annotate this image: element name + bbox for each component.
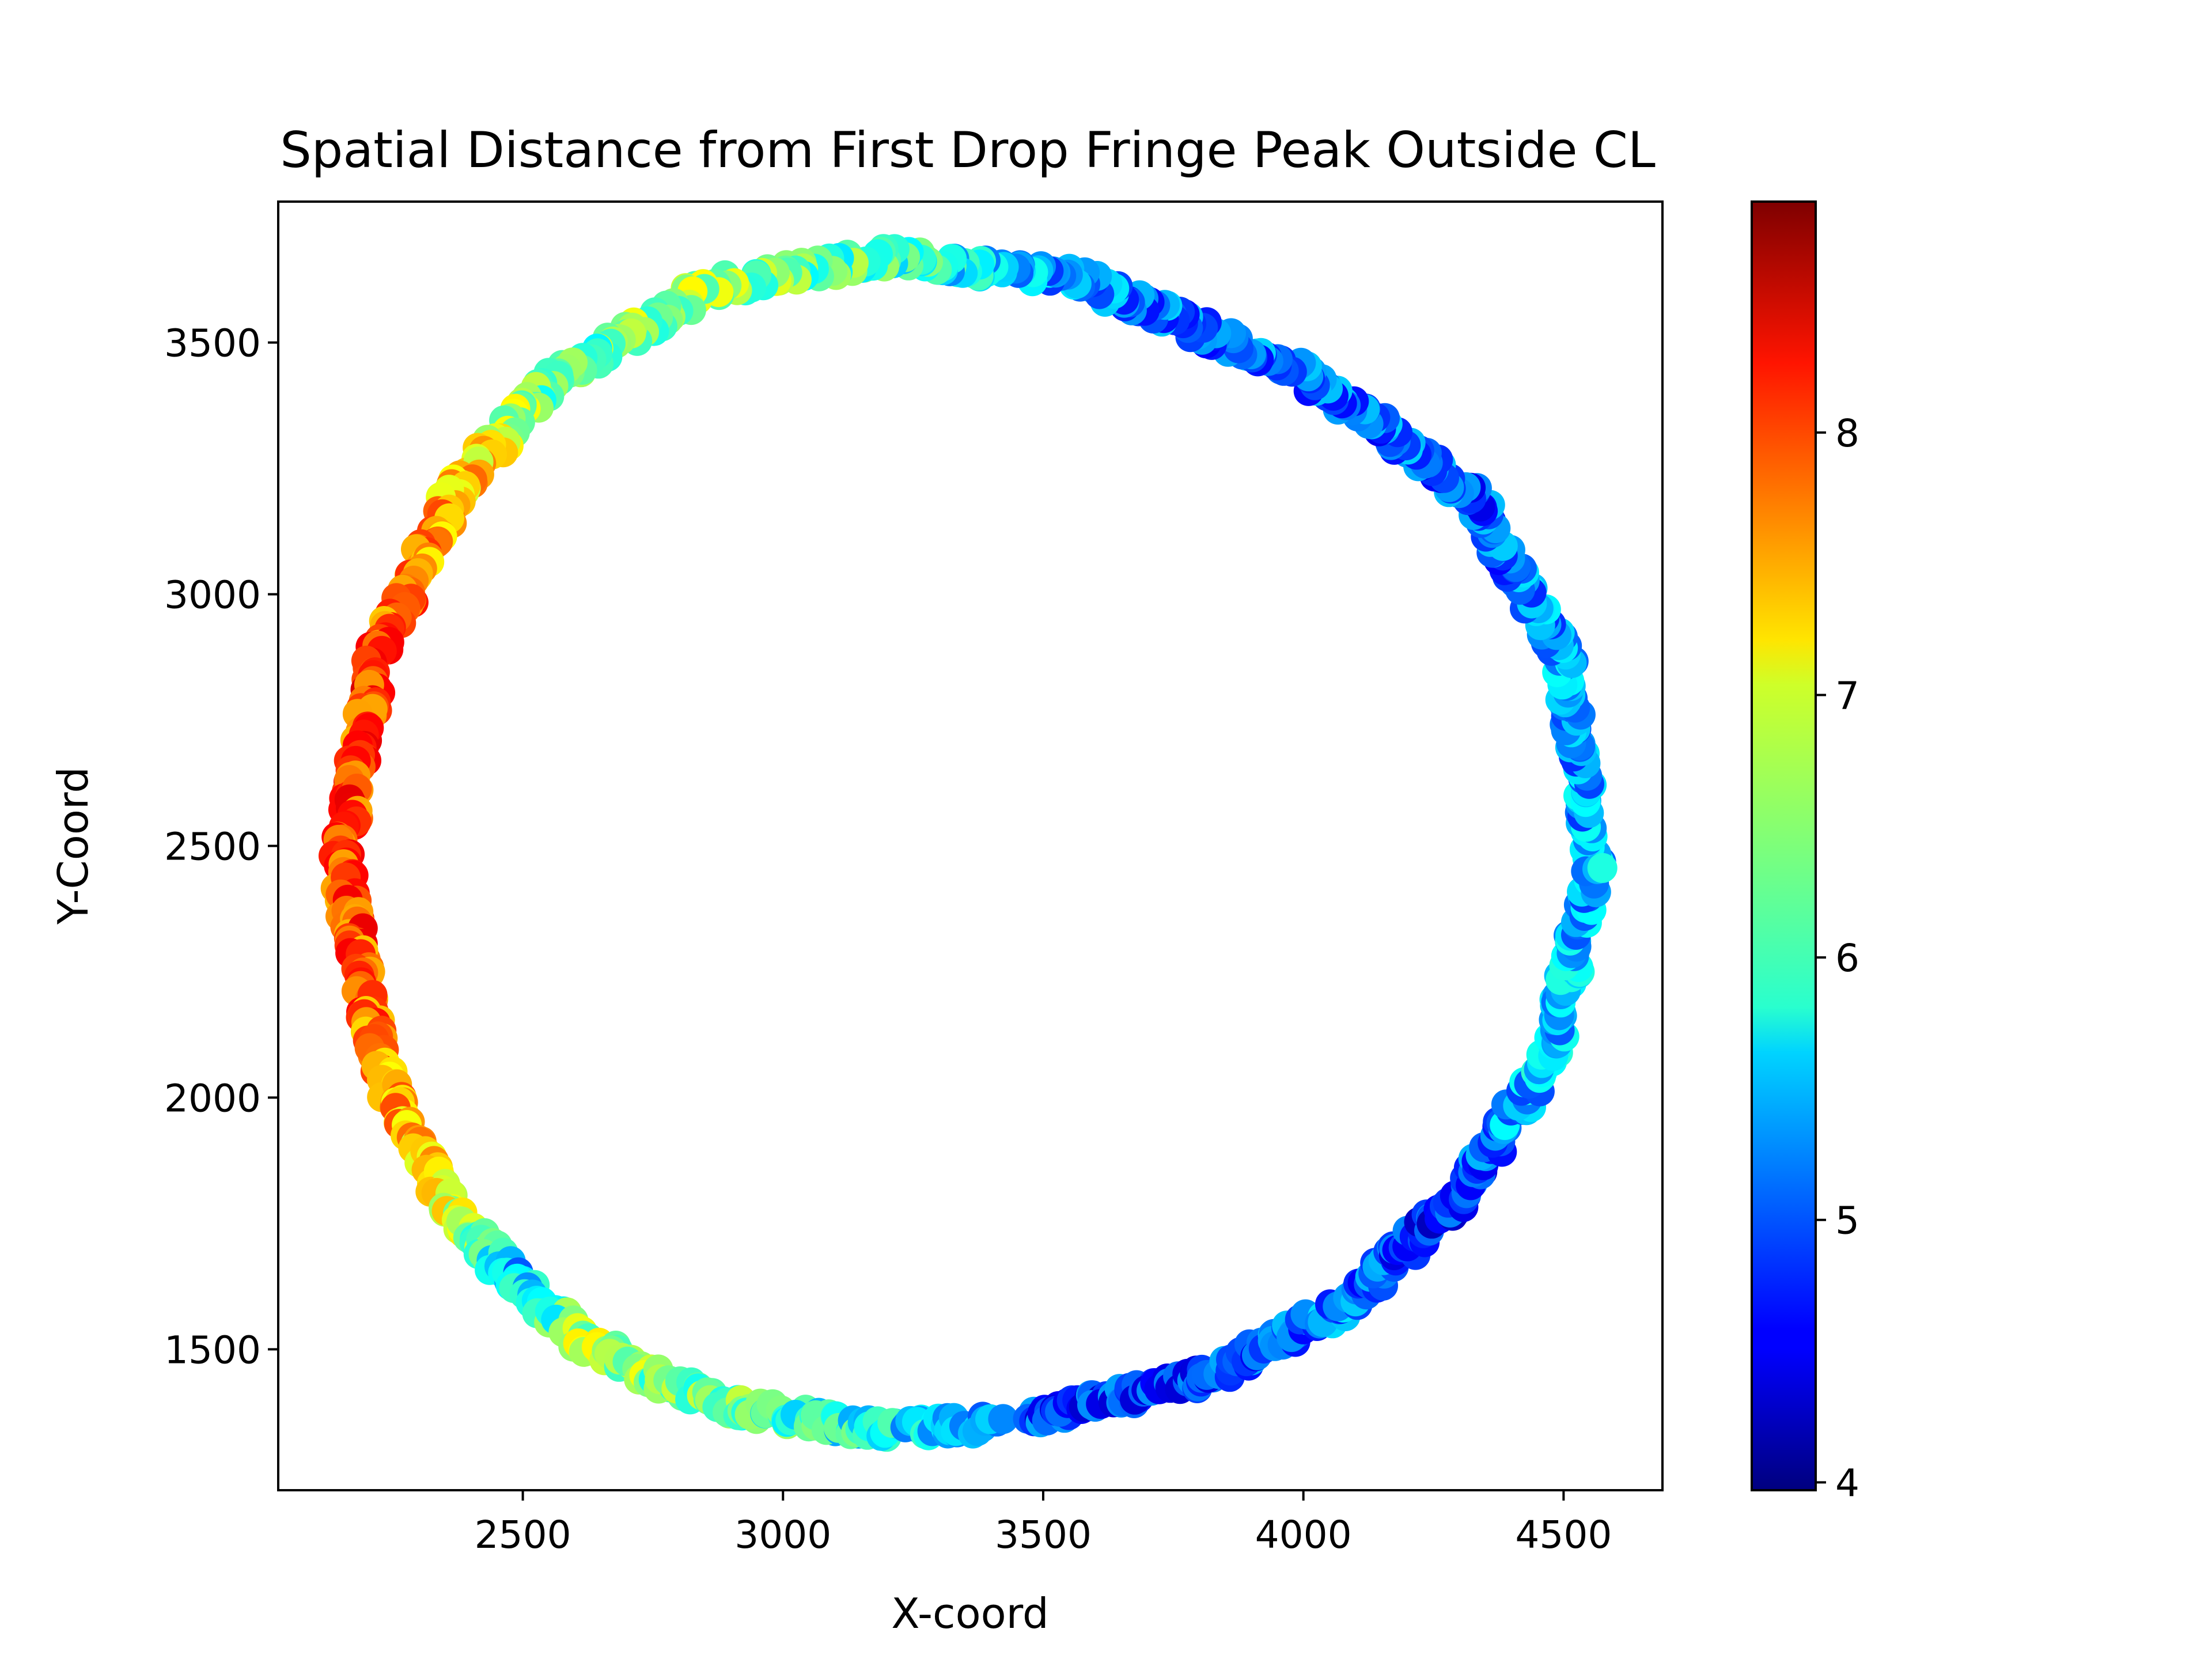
x-tick-label: 4000 (1255, 1513, 1352, 1557)
y-tick-label: 1500 (164, 1328, 261, 1372)
colorbar-tick-label: 6 (1835, 936, 1859, 980)
x-tick-label: 3000 (734, 1513, 831, 1557)
y-axis-label: Y-Coord (49, 767, 97, 925)
y-axis-ticks: 1500 2000 2500 3000 3500 (164, 321, 278, 1372)
y-tick-label: 3500 (164, 321, 261, 366)
colorbar-tick-label: 4 (1835, 1461, 1859, 1505)
scatter-points (319, 234, 1618, 1452)
x-tick-label: 3500 (995, 1513, 1092, 1557)
y-tick-label: 3000 (164, 573, 261, 618)
colorbar-tick-label: 5 (1835, 1199, 1859, 1243)
x-tick-label: 4500 (1515, 1513, 1612, 1557)
chart-title: Spatial Distance from First Drop Fringe … (280, 122, 1656, 179)
x-axis-ticks: 2500 3000 3500 4000 4500 (475, 1490, 1612, 1557)
colorbar-tick-label: 7 (1835, 674, 1859, 718)
x-axis-label: X-coord (891, 1589, 1048, 1638)
colorbar-tick-label: 8 (1835, 411, 1859, 456)
y-tick-label: 2500 (164, 825, 261, 869)
y-tick-label: 2000 (164, 1076, 261, 1120)
colorbar (1751, 200, 1817, 1491)
scatter-point (988, 1404, 1018, 1434)
scatter-point (1587, 853, 1618, 883)
x-tick-label: 2500 (475, 1513, 571, 1557)
colorbar-ticks: 4 5 6 7 8 (1816, 411, 1859, 1505)
